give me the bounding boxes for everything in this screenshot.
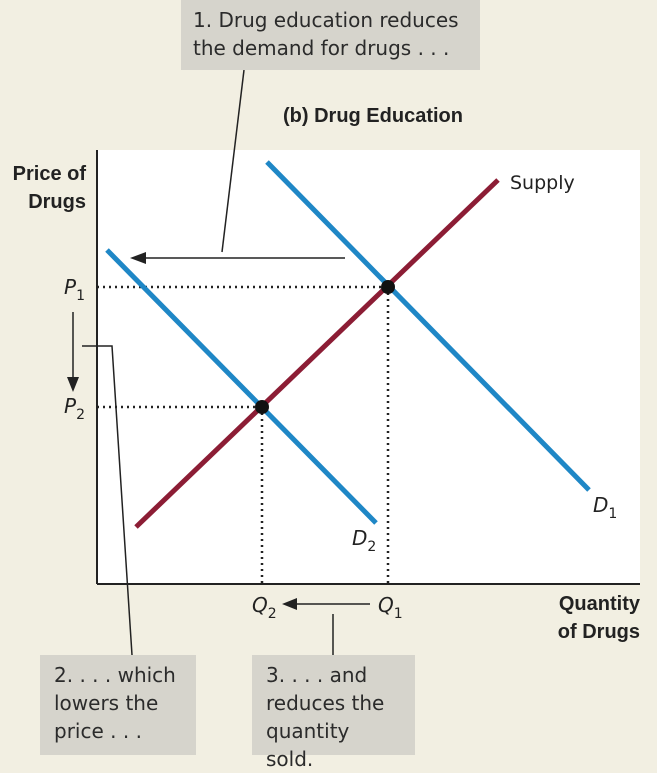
- demand-shift-arrowhead: [130, 252, 146, 264]
- price-drop-arrowhead: [67, 377, 79, 392]
- callout-1-leader: [221, 69, 245, 253]
- x-tick-label-q1: Q1: [378, 593, 403, 622]
- d2-label: D2: [352, 526, 376, 555]
- chart-canvas: P1 P2 Q2 Q1 Supply D1 D2: [64, 69, 640, 656]
- supply-curve: [134, 178, 500, 529]
- quantity-drop-arrowhead: [282, 598, 297, 610]
- y-axis-label-line-1: Price of: [12, 163, 86, 185]
- d1-label: D1: [593, 493, 617, 522]
- equilibrium-point-2: [255, 400, 269, 414]
- callout-3-line-1: 3. . . . and: [266, 663, 368, 687]
- callout-3-line-3: quantity sold.: [266, 719, 350, 771]
- x-axis-label-line-2: of Drugs: [557, 621, 640, 643]
- callout-price-lowered: 2. . . . which lowers the price . . .: [40, 655, 196, 755]
- callout-2-leader: [82, 345, 133, 656]
- y-axis-label: Price of Drugs: [2, 160, 86, 216]
- callout-2-line-1: 2. . . . which: [54, 663, 176, 687]
- y-axis-label-line-2: Drugs: [28, 191, 86, 213]
- supply-label: Supply: [510, 172, 575, 194]
- x-tick-label-q2: Q2: [252, 593, 277, 622]
- x-axis-label-line-1: Quantity: [558, 593, 640, 615]
- plot-area: [97, 150, 640, 584]
- callout-2-line-3: price . . .: [54, 719, 142, 743]
- x-axis-label: Quantity of Drugs: [530, 590, 640, 646]
- callout-2-line-2: lowers the: [54, 691, 159, 715]
- y-tick-label-p1: P1: [64, 275, 85, 304]
- equilibrium-point-1: [381, 280, 395, 294]
- chart-title: (b) Drug Education: [283, 105, 463, 127]
- callout-1-line-1: 1. Drug education reduces: [193, 8, 459, 32]
- callout-1-line-2: the demand for drugs . . .: [193, 36, 450, 60]
- y-tick-label-p2: P2: [64, 394, 85, 423]
- callout-demand-reduction: 1. Drug education reduces the demand for…: [181, 0, 480, 70]
- demand-curve-d1: [265, 160, 591, 492]
- callout-quantity-reduced: 3. . . . and reduces the quantity sold.: [252, 655, 415, 771]
- callout-3-line-2: reduces the: [266, 691, 385, 715]
- demand-curve-d2: [105, 248, 378, 525]
